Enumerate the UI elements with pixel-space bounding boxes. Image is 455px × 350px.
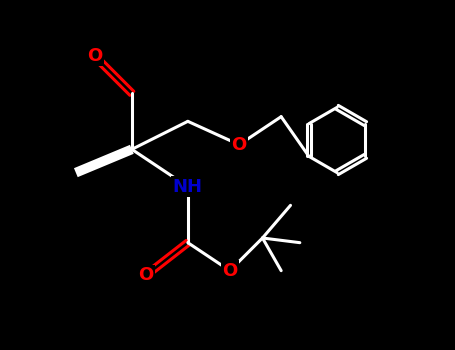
Text: NH: NH [173, 178, 203, 196]
Text: O: O [222, 262, 238, 280]
Text: O: O [232, 136, 247, 154]
Text: O: O [138, 266, 153, 284]
Text: O: O [87, 47, 102, 65]
